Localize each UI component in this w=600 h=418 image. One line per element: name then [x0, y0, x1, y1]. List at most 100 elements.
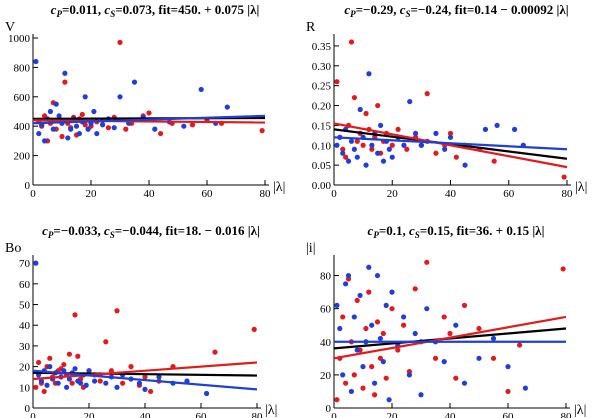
y-tick-label: 40 — [19, 320, 31, 332]
blue-data-point — [505, 364, 511, 370]
y-tick-label: 60 — [320, 304, 332, 316]
red-data-point — [334, 79, 340, 85]
red-data-point — [360, 385, 366, 391]
red-data-point — [123, 126, 129, 132]
blue-data-point — [94, 130, 100, 137]
blue-data-point — [72, 366, 78, 372]
red-data-point — [369, 364, 375, 370]
red-data-point — [404, 146, 410, 152]
blue-data-point — [82, 94, 88, 100]
blue-data-point — [418, 142, 424, 148]
red-data-point — [61, 361, 67, 368]
blue-data-point — [360, 364, 366, 370]
blue-data-point — [441, 359, 447, 365]
blue-data-point — [66, 376, 72, 382]
blue-data-point — [366, 71, 372, 77]
y-tick-label: 80 — [320, 271, 332, 283]
y-tick-label: 0.30 — [312, 61, 332, 73]
blue-data-point — [62, 70, 68, 76]
blue-data-point — [340, 150, 346, 156]
blue-data-point — [386, 146, 392, 152]
y-tick-label: 0.25 — [312, 81, 332, 93]
x-axis-label: |λ| — [265, 403, 277, 418]
y-axis-label: Bo — [5, 241, 21, 256]
blue-data-point — [351, 146, 357, 152]
panel-3: cP=−0.033, cS=−0.044, fit=18. − 0.016 |λ… — [5, 223, 277, 418]
blue-data-point — [55, 380, 61, 386]
blue-data-point — [401, 314, 407, 320]
red-data-point — [103, 339, 109, 345]
panel-1: cP=0.011, cS=0.073, fit=450. + 0.075 |λ|… — [5, 2, 285, 200]
blue-data-point — [114, 384, 120, 390]
blue-data-point — [380, 158, 387, 164]
x-tick-label: 20 — [84, 411, 96, 418]
blue-data-point — [334, 302, 340, 308]
red-data-point — [476, 325, 482, 332]
red-data-point — [453, 154, 459, 160]
y-tick-label: 0.05 — [312, 160, 332, 172]
red-data-point — [120, 380, 126, 386]
red-data-point — [491, 158, 497, 164]
blue-data-point — [76, 130, 82, 137]
blue-data-point — [181, 123, 187, 129]
blue-data-point — [351, 314, 357, 320]
red-data-point — [354, 138, 360, 144]
y-tick-label: 20 — [320, 370, 332, 382]
blue-data-point — [44, 382, 50, 388]
red-data-point — [517, 342, 523, 348]
blue-data-point — [47, 108, 54, 115]
blue-data-point — [340, 372, 346, 378]
red-data-point — [59, 133, 65, 140]
red-data-point — [33, 384, 39, 390]
blue-data-point — [461, 380, 468, 386]
x-tick-label: 20 — [86, 188, 98, 200]
x-tick-label: 40 — [445, 188, 457, 200]
x-axis-label: |λ| — [574, 403, 586, 418]
red-data-point — [79, 111, 85, 118]
red-data-point — [380, 330, 386, 337]
y-tick-label: 0.10 — [312, 140, 332, 152]
red-data-point — [343, 380, 349, 386]
red-fit-line — [32, 119, 266, 124]
blue-data-point — [117, 94, 123, 100]
red-data-point — [561, 174, 567, 180]
red-data-point — [505, 388, 511, 395]
blue-data-point — [374, 272, 381, 279]
blue-data-point — [354, 154, 360, 160]
blue-data-point — [38, 378, 45, 384]
blue-data-point — [418, 392, 424, 398]
red-data-point — [97, 378, 103, 384]
x-tick-label: 0 — [331, 411, 337, 418]
y-tick-label: 0.20 — [312, 101, 332, 113]
red-fit-line — [333, 315, 567, 360]
y-tick-label: 70 — [19, 258, 31, 270]
y-tick-label: 0 — [25, 180, 31, 192]
red-data-point — [560, 266, 566, 272]
red-data-point — [148, 388, 154, 395]
blue-data-point — [389, 289, 395, 295]
red-data-point — [412, 286, 418, 292]
blue-data-point — [73, 123, 80, 129]
blue-data-point — [345, 158, 352, 164]
y-tick-label: 10 — [19, 382, 31, 394]
x-tick-label: 40 — [140, 411, 152, 418]
blue-data-point — [380, 359, 386, 365]
red-data-point — [366, 289, 372, 295]
blue-data-point — [345, 272, 352, 279]
blue-data-point — [111, 125, 117, 131]
panel-2: cP=−0.29, cS=−0.24, fit=0.14 − 0.00092 |… — [306, 2, 587, 200]
x-tick-label: 80 — [252, 411, 264, 418]
blue-data-point — [363, 162, 369, 168]
blue-fit-line — [32, 114, 266, 125]
blue-data-point — [378, 122, 384, 129]
blue-data-point — [61, 368, 67, 374]
red-data-point — [343, 154, 349, 160]
x-axis-label: |λ| — [273, 180, 285, 195]
red-data-point — [374, 319, 381, 325]
blue-data-point — [386, 397, 392, 403]
red-data-point — [41, 388, 47, 395]
red-data-point — [432, 355, 439, 361]
y-tick-label: 30 — [19, 341, 31, 353]
y-tick-label: 0 — [326, 403, 332, 415]
